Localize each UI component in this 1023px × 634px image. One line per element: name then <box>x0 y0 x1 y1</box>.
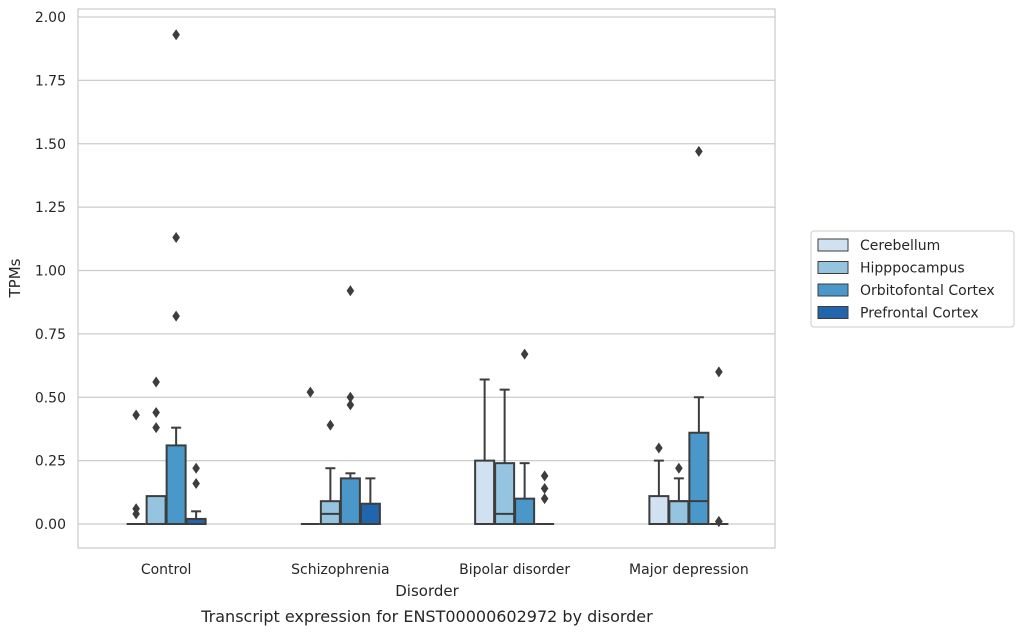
box-group <box>494 388 516 526</box>
outlier-point <box>655 442 663 454</box>
box-group <box>514 348 536 525</box>
box-plots <box>126 29 729 527</box>
box <box>474 459 496 525</box>
box-group <box>474 378 496 525</box>
x-tick-label: Control <box>141 562 192 578</box>
y-axis-label: TPMs <box>6 258 24 298</box>
outlier-point <box>132 503 140 515</box>
x-tick-label: Bipolar disorder <box>459 562 570 578</box>
outlier-point <box>172 310 180 322</box>
x-tick-label: Schizophrenia <box>291 562 389 578</box>
legend-swatch <box>817 238 849 252</box>
outlier-point <box>715 515 723 527</box>
outlier-point <box>346 285 355 297</box>
legend-label: Cerebellum <box>860 238 940 254</box>
legend-swatch <box>817 306 849 319</box>
box <box>165 444 187 526</box>
box-group <box>688 145 710 525</box>
outlier-point <box>132 409 140 421</box>
y-tick-label: 0.00 <box>35 517 66 533</box>
box-group <box>535 470 555 525</box>
legend-swatch <box>817 261 849 274</box>
y-tick-labels: 0.00 0.25 0.50 0.75 1.00 1.25 1.50 1.75 2.00 <box>35 10 66 533</box>
x-tick-labels: Control Schizophrenia Bipolar disorder Majo… <box>141 562 749 578</box>
legend-frame <box>810 230 1015 328</box>
y-tick-label: 0.75 <box>35 327 66 343</box>
box-group <box>126 409 146 525</box>
outlier-point <box>192 477 200 489</box>
plot-frame <box>77 8 776 549</box>
box <box>494 462 516 526</box>
outlier-point <box>152 376 160 388</box>
outlier-point <box>172 232 180 244</box>
outlier-point <box>306 386 315 398</box>
y-tick-label: 1.50 <box>35 137 66 153</box>
legend-label: Hipppocampus <box>860 261 965 277</box>
outlier-point <box>172 29 180 41</box>
y-tick-label: 2.00 <box>35 10 66 26</box>
box <box>145 495 167 525</box>
outlier-point <box>152 422 160 434</box>
box-group <box>359 477 381 526</box>
outlier-point <box>192 462 200 474</box>
y-tick-label: 1.00 <box>35 264 66 280</box>
legend-label: Orbitofontal Cortex <box>860 283 995 299</box>
outlier-point <box>346 391 355 403</box>
y-tick-label: 1.25 <box>35 200 66 216</box>
box <box>648 495 670 525</box>
outlier-point <box>326 419 335 431</box>
box-group <box>339 285 361 525</box>
box-group <box>668 462 690 525</box>
legend-label: Prefrontal Cortex <box>860 306 979 322</box>
box <box>668 500 690 525</box>
box-group <box>300 386 320 525</box>
box <box>319 500 341 525</box>
y-tick-label: 0.50 <box>35 390 66 406</box>
figure-caption: Transcript expression for ENST0000060297… <box>200 607 653 626</box>
box-group <box>185 462 207 525</box>
outlier-point <box>540 493 549 505</box>
box-group <box>145 376 167 525</box>
box <box>359 502 381 526</box>
outlier-point <box>346 399 355 411</box>
outlier-point <box>152 406 160 418</box>
outlier-point <box>540 470 549 482</box>
y-tick-label: 1.75 <box>35 73 66 89</box>
box-group <box>319 419 341 525</box>
legend: Cerebellum Hipppocampus Orbitofontal Corte… <box>810 230 1015 328</box>
outlier-point <box>675 462 683 474</box>
outlier-point <box>540 483 549 495</box>
box <box>688 431 710 525</box>
legend-swatch <box>817 283 849 297</box>
y-tick-label: 0.25 <box>35 454 66 470</box>
box <box>514 497 536 525</box>
box-group <box>165 29 187 526</box>
box-group <box>709 366 729 527</box>
outlier-point <box>715 366 723 378</box>
outlier-point <box>520 348 529 360</box>
x-tick-label: Major depression <box>629 562 749 578</box>
outlier-point <box>695 145 703 157</box>
box <box>339 477 361 525</box>
x-axis-label: Disorder <box>395 582 459 600</box>
